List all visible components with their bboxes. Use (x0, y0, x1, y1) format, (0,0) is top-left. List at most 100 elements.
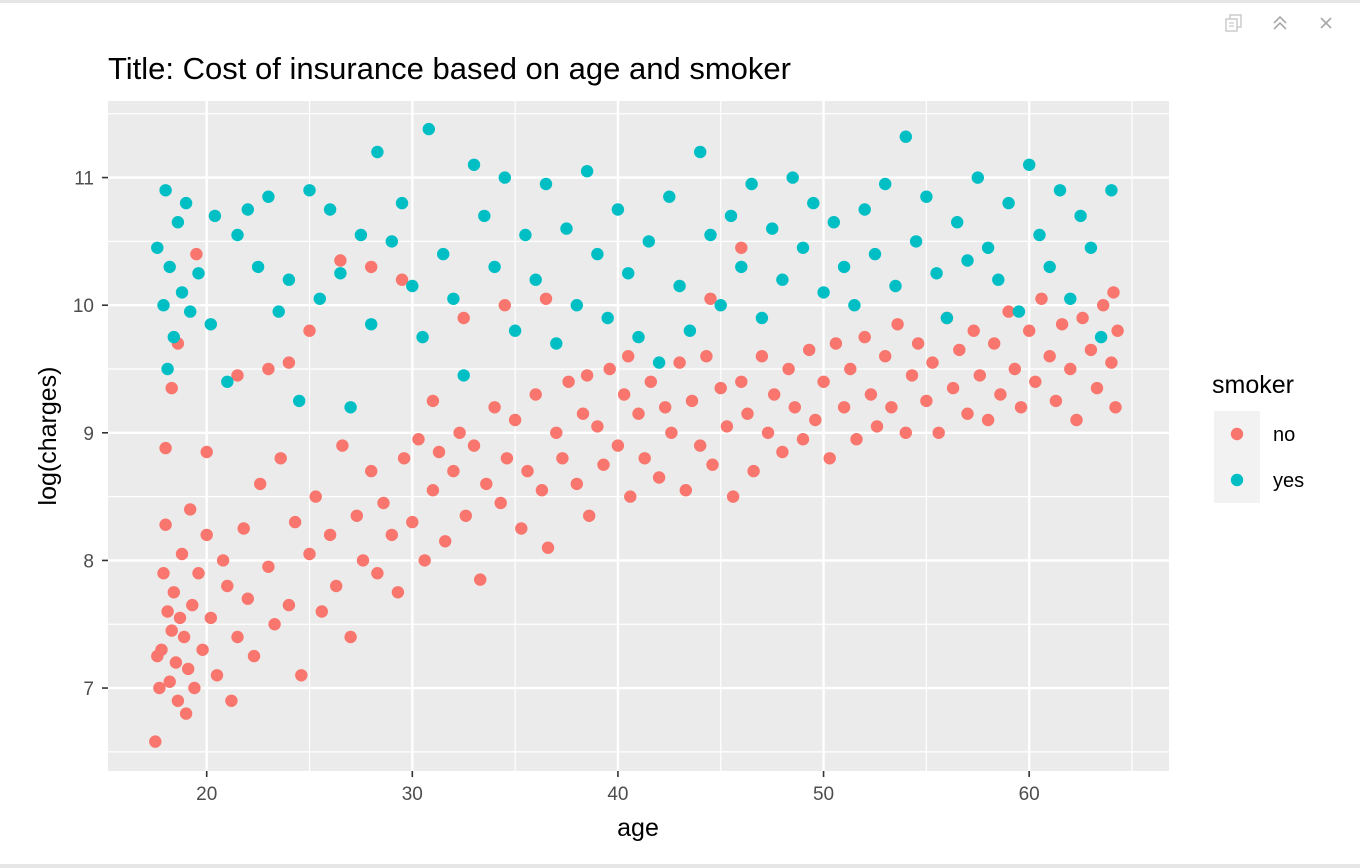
data-point-yes (580, 165, 594, 178)
data-point-no (159, 518, 172, 531)
data-point-no (336, 439, 349, 452)
data-point-no (679, 484, 692, 497)
data-point-no (192, 567, 205, 580)
data-point-no (155, 643, 168, 656)
data-point-yes (171, 216, 185, 229)
data-point-no (323, 528, 337, 542)
data-point-yes (930, 267, 943, 280)
data-point-no (644, 375, 657, 388)
data-point-no (432, 445, 446, 459)
data-point-yes (385, 235, 398, 248)
data-point-no (622, 350, 635, 363)
data-point-yes (157, 299, 170, 312)
data-point-no (508, 413, 522, 427)
data-point-no (190, 247, 203, 261)
x-tick-label: 30 (402, 784, 423, 805)
y-tick-label: 7 (83, 679, 94, 700)
data-point-no (788, 401, 801, 414)
data-point-yes (837, 260, 851, 274)
data-point-no (973, 369, 986, 382)
data-point-no (1109, 401, 1122, 414)
data-point-no (237, 522, 250, 535)
data-point-no (344, 630, 357, 644)
legend: smoker no yes (1212, 371, 1304, 503)
data-point-no (879, 350, 892, 363)
data-point-no (254, 477, 267, 491)
data-point-no (1029, 375, 1042, 388)
data-point-no (282, 598, 296, 612)
data-point-no (303, 547, 316, 561)
data-point-no (474, 573, 487, 586)
popout-icon[interactable] (1220, 10, 1248, 36)
data-point-yes (437, 247, 450, 261)
data-point-no (241, 592, 254, 605)
data-point-yes (354, 228, 368, 242)
data-point-no (262, 560, 275, 573)
data-point-no (735, 375, 748, 388)
data-point-yes (184, 305, 197, 318)
data-point-no (823, 452, 836, 465)
data-points (149, 122, 1124, 748)
data-point-no (225, 694, 238, 707)
data-point-no (165, 624, 178, 637)
data-point-yes (1043, 260, 1056, 274)
legend-label-no: no (1273, 424, 1295, 446)
data-point-no (1002, 305, 1015, 318)
x-axis-title: age (617, 814, 659, 842)
y-axis: 7 8 9 10 11 (73, 169, 108, 700)
data-point-yes (179, 196, 193, 210)
data-point-no (550, 426, 563, 439)
y-axis-title: log(charges) (34, 367, 62, 506)
data-point-no (535, 484, 549, 497)
data-point-yes (786, 171, 799, 184)
data-point-no (946, 381, 960, 395)
data-point-no (632, 407, 645, 420)
data-point-no (870, 420, 884, 433)
data-point-no (282, 356, 296, 369)
collapse-icon[interactable] (1266, 10, 1294, 36)
data-point-no (1008, 362, 1021, 376)
data-point-yes (161, 362, 174, 376)
data-point-yes (221, 375, 234, 388)
data-point-no (453, 426, 466, 439)
major-gridlines (108, 101, 1169, 771)
chart-title: Title: Cost of insurance based on age an… (108, 51, 791, 86)
data-point-no (447, 464, 460, 478)
data-point-no (617, 388, 631, 401)
data-point-no (330, 579, 343, 593)
data-point-yes (755, 311, 769, 325)
data-point-no (350, 509, 363, 522)
data-point-no (182, 662, 195, 676)
data-point-yes (457, 369, 470, 382)
data-point-no (173, 611, 187, 625)
data-point-no (231, 630, 244, 644)
data-point-yes (416, 330, 429, 344)
data-point-no (1076, 311, 1089, 325)
data-point-no (580, 369, 594, 382)
data-point-yes (1002, 196, 1015, 210)
data-point-no (899, 426, 912, 439)
x-tick-label: 40 (607, 784, 628, 805)
data-point-no (911, 337, 925, 350)
data-point-yes (663, 190, 676, 203)
data-point-no (953, 343, 966, 357)
data-point-no (186, 598, 199, 612)
data-point-yes (745, 177, 758, 191)
data-point-yes (272, 305, 285, 318)
legend-title: smoker (1212, 371, 1294, 399)
legend-label-yes: yes (1273, 470, 1304, 492)
data-point-no (175, 547, 189, 561)
data-point-no (891, 318, 904, 331)
data-point-no (685, 394, 699, 408)
data-point-no (714, 381, 727, 395)
close-icon[interactable] (1312, 10, 1340, 36)
data-point-no (371, 567, 384, 580)
data-point-no (221, 579, 234, 593)
data-point-yes (1084, 241, 1098, 254)
data-point-no (377, 496, 390, 510)
data-point-yes (204, 318, 217, 331)
x-tick-label: 20 (196, 784, 217, 805)
viewer-toolbar (1220, 10, 1340, 36)
data-point-no (457, 311, 470, 325)
